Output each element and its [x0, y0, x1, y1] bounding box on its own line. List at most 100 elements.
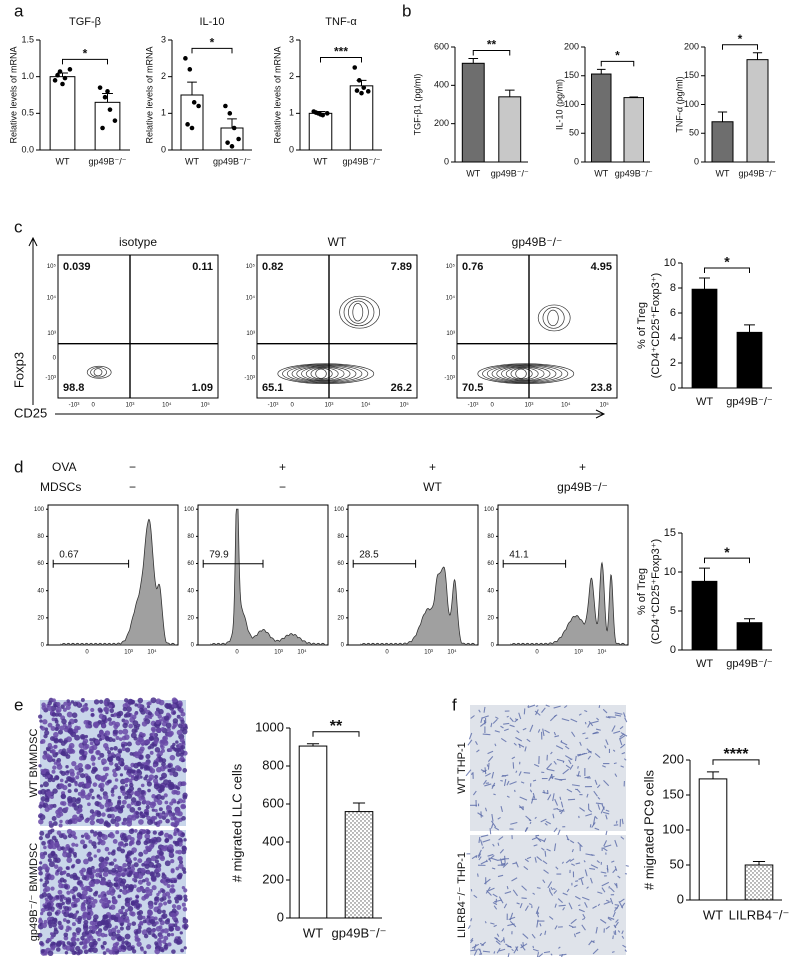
- cell: [44, 797, 50, 803]
- cell: [63, 932, 69, 938]
- cell: [111, 720, 116, 725]
- cell: [161, 845, 168, 852]
- cell: [553, 843, 557, 852]
- data-point: [359, 90, 364, 96]
- cell: [566, 788, 573, 793]
- cell: [619, 733, 625, 738]
- cell: [107, 851, 112, 855]
- cell: [101, 812, 106, 817]
- cell: [176, 894, 183, 901]
- cell: [570, 718, 578, 723]
- cell: [95, 872, 101, 878]
- cell: [130, 828, 134, 832]
- cell: [106, 890, 112, 896]
- cell: [480, 769, 486, 773]
- cell: [169, 926, 174, 932]
- cell: [146, 705, 151, 709]
- cell: [70, 749, 76, 754]
- cell: [548, 916, 554, 920]
- cell: [57, 712, 62, 717]
- cell: [66, 775, 72, 782]
- cell: [46, 790, 53, 797]
- significance-bracket: [191, 47, 233, 54]
- cell: [79, 773, 86, 779]
- y-tick-label: 100: [34, 507, 45, 513]
- cell: [64, 885, 69, 890]
- data-point: [354, 88, 360, 93]
- gate: [202, 559, 264, 568]
- cell: [557, 829, 561, 836]
- cell: [104, 933, 108, 938]
- y-tick-label: 200: [662, 751, 684, 766]
- cell: [138, 819, 144, 825]
- cell: [56, 701, 61, 707]
- cell: [120, 878, 127, 884]
- cell: [136, 703, 143, 709]
- cell: [41, 705, 47, 711]
- cell: [81, 894, 87, 900]
- contour: [477, 363, 575, 385]
- cell: [480, 834, 489, 838]
- y-tick-label: 0: [491, 643, 495, 649]
- cell: [151, 794, 156, 799]
- cell: [532, 779, 537, 782]
- cell: [56, 940, 62, 947]
- cell: [168, 812, 173, 817]
- contour: [501, 366, 545, 381]
- cell: [539, 932, 543, 937]
- significance-label: **: [487, 38, 497, 52]
- cell: [74, 734, 81, 741]
- cell: [161, 772, 168, 779]
- cell: [607, 716, 616, 718]
- cell: [177, 849, 183, 855]
- cell: [585, 813, 593, 817]
- cell: [112, 945, 119, 952]
- cell: [136, 762, 141, 767]
- cell: [38, 714, 43, 719]
- cell: [102, 951, 107, 955]
- cell: [614, 904, 619, 906]
- cell: [83, 899, 87, 904]
- cell: [148, 903, 154, 910]
- cell: [67, 723, 72, 728]
- cell: [124, 842, 129, 847]
- cell: [529, 821, 532, 825]
- cell: [61, 801, 67, 806]
- cell: [470, 939, 474, 944]
- cell: [54, 871, 60, 876]
- cell: [62, 918, 67, 922]
- data-point: [191, 100, 197, 105]
- cell: [550, 953, 553, 956]
- cell: [619, 735, 626, 740]
- cell: [169, 887, 176, 894]
- cell: [542, 860, 548, 865]
- cell: [590, 864, 599, 869]
- cell: [154, 941, 159, 946]
- x-tick-label: 0: [491, 403, 495, 409]
- cell: [115, 735, 120, 740]
- cell: [565, 764, 571, 769]
- cell: [181, 867, 186, 872]
- cell: [155, 854, 160, 859]
- cell: [483, 779, 487, 785]
- cell: [141, 878, 146, 883]
- y-tick-label: 80: [337, 534, 344, 540]
- cell: [487, 853, 494, 857]
- bar: [691, 580, 718, 651]
- cell: [72, 701, 79, 707]
- cell: [79, 813, 84, 818]
- cell: [47, 722, 53, 728]
- data-point: [324, 111, 330, 116]
- cell: [125, 855, 129, 860]
- cell: [39, 814, 46, 821]
- cell: [116, 929, 121, 934]
- cell: [49, 932, 54, 936]
- cell: [155, 926, 162, 932]
- cell: [165, 878, 169, 882]
- cell: [83, 720, 89, 725]
- y-tick-label: 150: [662, 786, 684, 801]
- cell: [500, 779, 503, 782]
- y-tick-label: 150: [564, 70, 579, 80]
- cell: [160, 748, 165, 753]
